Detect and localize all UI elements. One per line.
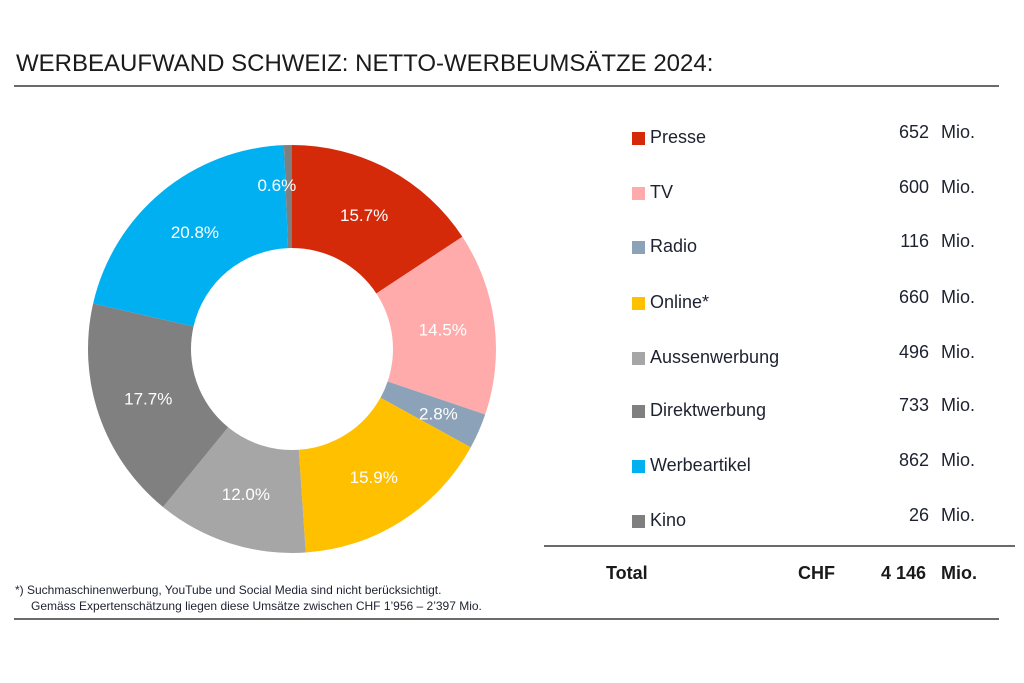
donut-chart: 15.7% 14.5% 2.8% 15.9% 12.0% 17.7% 20.8% 0.6% bbox=[87, 145, 496, 553]
legend-unit: Mio. bbox=[941, 505, 976, 525]
legend-row-presse: Presse 652 Mio. bbox=[632, 122, 992, 151]
legend-swatch-direktwerbung bbox=[632, 405, 645, 418]
legend-unit: Mio. bbox=[941, 177, 976, 197]
legend-swatch-radio bbox=[632, 241, 645, 254]
legend-value: 652 bbox=[898, 122, 929, 142]
donut-label-radio: 2.8% bbox=[419, 405, 458, 424]
legend-row-online: Online* 660 Mio. bbox=[632, 287, 992, 316]
donut-label-direktwerbung: 17.7% bbox=[124, 389, 172, 408]
total-value: 4 146 bbox=[880, 563, 926, 583]
legend-label: Kino bbox=[650, 510, 687, 530]
legend-unit: Mio. bbox=[941, 395, 976, 415]
legend-row-aussenwerbung: Aussenwerbung 496 Mio. bbox=[632, 342, 992, 371]
legend-unit: Mio. bbox=[941, 450, 976, 470]
footnote-line-1: *) Suchmaschinenwerbung, YouTube und Soc… bbox=[15, 583, 442, 597]
footnote-line-2: Gemäss Expertenschätzung liegen diese Um… bbox=[31, 599, 482, 613]
legend-label: Radio bbox=[650, 236, 698, 256]
legend-swatch-online bbox=[632, 297, 645, 310]
total-currency: CHF bbox=[798, 563, 835, 583]
legend-row-radio: Radio 116 Mio. bbox=[632, 231, 992, 260]
donut-slice-radio bbox=[380, 381, 486, 448]
donut-slice-direktwerbung bbox=[87, 303, 229, 508]
donut-label-online: 15.9% bbox=[350, 468, 398, 487]
donut-label-aussenwerbung: 12.0% bbox=[222, 485, 270, 504]
bottom-divider bbox=[14, 618, 999, 620]
legend-swatch-presse bbox=[632, 132, 645, 145]
legend-value: 116 bbox=[900, 231, 929, 251]
donut-slice-tv bbox=[376, 236, 496, 415]
legend-value: 733 bbox=[898, 395, 929, 415]
legend-row-werbeartikel: Werbeartikel 862 Mio. bbox=[632, 450, 992, 479]
legend-label: Presse bbox=[650, 127, 707, 147]
legend-unit: Mio. bbox=[941, 342, 976, 362]
legend-label: Online* bbox=[650, 292, 710, 312]
donut-slice-online bbox=[298, 397, 471, 553]
donut-slice-werbeartikel bbox=[93, 145, 289, 327]
legend-value: 26 bbox=[908, 505, 929, 525]
legend-swatch-kino bbox=[632, 515, 645, 528]
legend-value: 660 bbox=[898, 287, 929, 307]
donut-label-werbeartikel: 20.8% bbox=[171, 223, 219, 242]
legend-value: 496 bbox=[898, 342, 929, 362]
legend-label: TV bbox=[650, 182, 674, 202]
donut-slice-kino bbox=[283, 145, 292, 249]
legend-label: Aussenwerbung bbox=[650, 347, 780, 367]
title-divider bbox=[14, 85, 999, 87]
legend-label: Direktwerbung bbox=[650, 400, 767, 420]
legend-unit: Mio. bbox=[941, 287, 976, 307]
total-divider bbox=[544, 545, 1015, 547]
legend-row-direktwerbung: Direktwerbung 733 Mio. bbox=[632, 395, 992, 424]
legend-value: 600 bbox=[898, 177, 929, 197]
total-unit: Mio. bbox=[941, 563, 977, 583]
legend-label: Werbeartikel bbox=[650, 455, 751, 475]
legend-unit: Mio. bbox=[941, 122, 976, 142]
legend-unit: Mio. bbox=[941, 231, 976, 251]
donut-label-tv: 14.5% bbox=[419, 321, 467, 340]
legend-swatch-werbeartikel bbox=[632, 460, 645, 473]
donut-label-presse: 15.7% bbox=[340, 206, 388, 225]
legend-row-kino: Kino 26 Mio. bbox=[632, 505, 992, 534]
donut-slice-aussenwerbung bbox=[163, 427, 306, 553]
legend-row-tv: TV 600 Mio. bbox=[632, 177, 992, 206]
legend-swatch-aussenwerbung bbox=[632, 352, 645, 365]
donut-slice-presse bbox=[292, 145, 463, 294]
donut-label-kino: 0.6% bbox=[257, 176, 296, 195]
total-label: Total bbox=[606, 563, 648, 583]
legend-value: 862 bbox=[898, 450, 929, 470]
page-title: WERBEAUFWAND SCHWEIZ: NETTO-WERBEUMSÄTZE… bbox=[16, 50, 714, 77]
legend-swatch-tv bbox=[632, 187, 645, 200]
